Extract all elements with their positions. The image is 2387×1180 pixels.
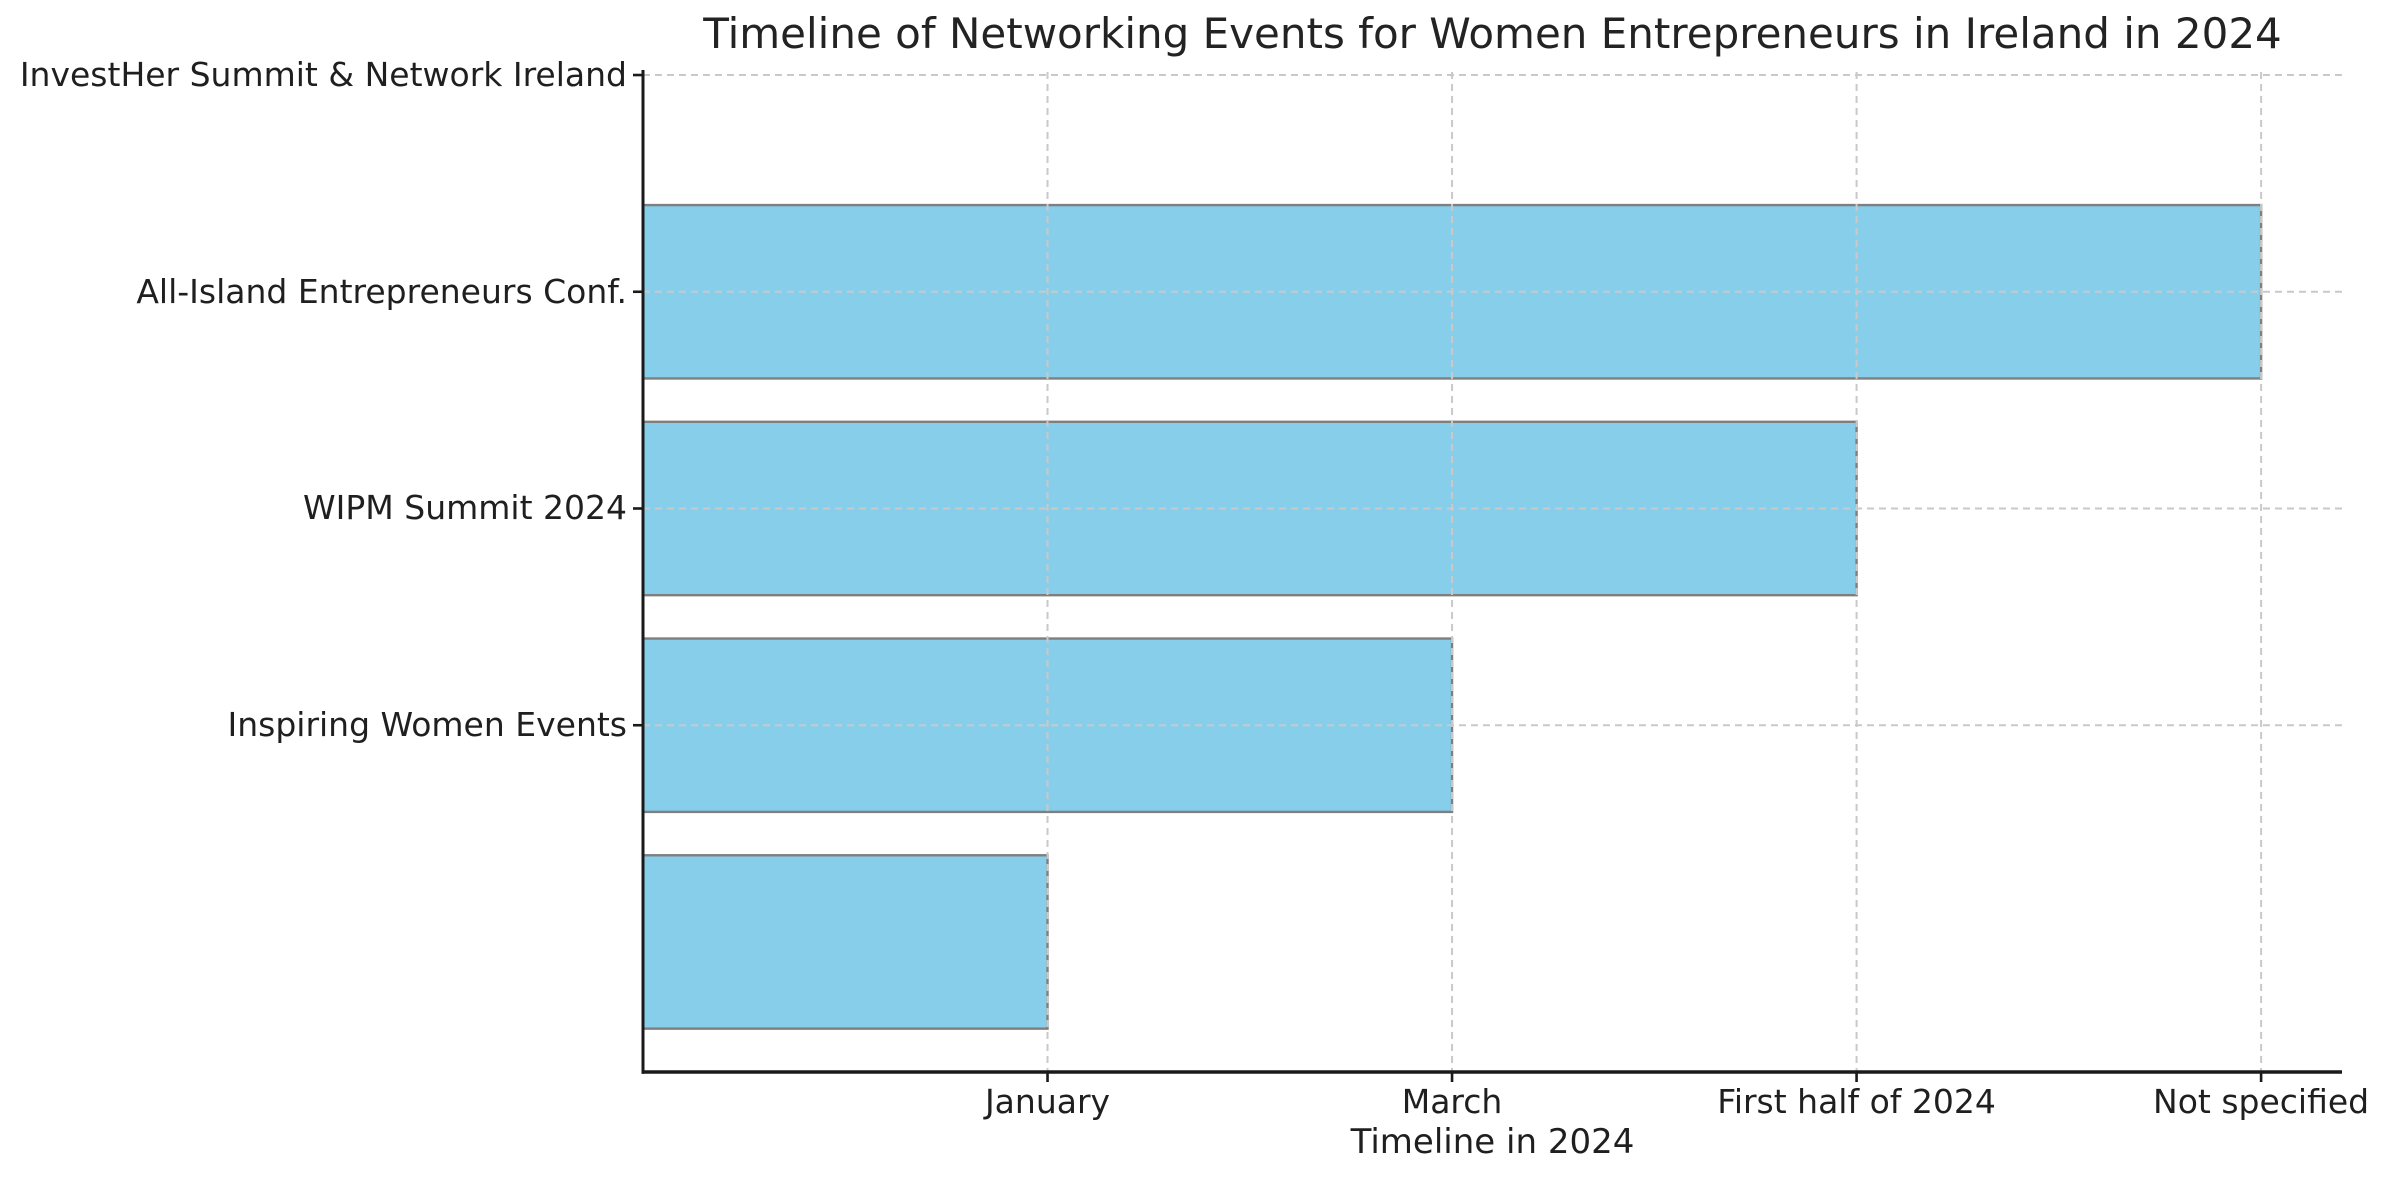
y-tick-label: All-Island Entrepreneurs Conf. bbox=[136, 271, 627, 311]
y-tick-label: WIPM Summit 2024 bbox=[303, 488, 627, 528]
bar bbox=[641, 854, 1049, 1030]
chart-title: Timeline of Networking Events for Women … bbox=[703, 9, 2282, 58]
x-tick-label: Not specified bbox=[2153, 1082, 2370, 1121]
x-axis-title: Timeline in 2024 bbox=[1350, 1122, 1635, 1162]
x-tick-label: First half of 2024 bbox=[1717, 1082, 1996, 1121]
y-tick-label: Inspiring Women Events bbox=[227, 705, 627, 745]
y-tick-label: InvestHer Summit & Network Ireland bbox=[19, 55, 627, 95]
x-tick-label: January bbox=[984, 1082, 1111, 1121]
x-tick-label: March bbox=[1401, 1082, 1503, 1121]
